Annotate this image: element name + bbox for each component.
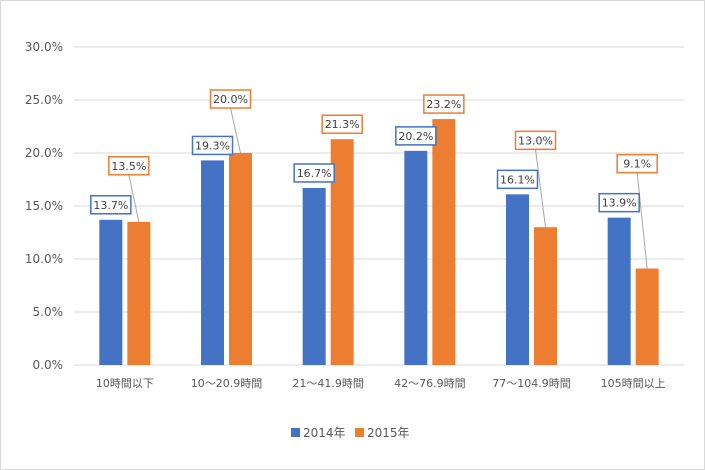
y-tick-label: 20.0% <box>25 146 63 160</box>
bar-2015 <box>635 268 659 365</box>
y-tick-label: 15.0% <box>25 199 63 213</box>
data-label-box <box>293 163 335 183</box>
x-category-label: 77〜104.9時間 <box>492 377 571 390</box>
data-label-box <box>90 195 132 215</box>
y-tick-label: 10.0% <box>25 252 63 266</box>
data-label: 13.9% <box>602 197 637 210</box>
bar-2014 <box>99 219 123 365</box>
label-connector <box>535 149 546 228</box>
x-category-label: 10〜20.9時間 <box>191 377 263 390</box>
data-label-box <box>321 114 363 134</box>
data-label: 21.3% <box>325 118 360 131</box>
data-label: 20.0% <box>213 93 248 106</box>
y-tick-label: 25.0% <box>25 93 63 107</box>
bar-2015 <box>229 153 252 365</box>
data-label: 19.3% <box>195 139 230 152</box>
data-label-box <box>191 135 234 156</box>
data-label: 23.2% <box>426 98 461 111</box>
bar-2014 <box>302 187 326 365</box>
data-label-box <box>616 153 658 174</box>
bars <box>99 119 659 365</box>
bar-2014 <box>506 194 529 365</box>
data-label-box <box>598 192 640 213</box>
bar-2014 <box>404 150 428 365</box>
bar-2014 <box>607 217 631 365</box>
data-label-box <box>395 126 437 146</box>
x-category-label: 105時間以上 <box>601 377 666 390</box>
x-category-label: 21〜41.9時間 <box>292 377 364 390</box>
data-label-box <box>423 94 465 114</box>
label-connector <box>230 107 241 154</box>
x-category-label: 42〜76.9時間 <box>394 377 466 390</box>
data-label-box <box>514 130 557 151</box>
label-connectors <box>128 107 648 269</box>
bar-2015 <box>127 221 151 365</box>
data-label: 20.2% <box>398 130 433 143</box>
data-label: 9.1% <box>623 158 651 171</box>
bar-2015 <box>534 227 557 365</box>
data-labels: 13.7% 13.5% 19.3% 20.0% 16.7% 21.3% 20.2% 23.2%… <box>90 89 658 215</box>
y-axis-ticks: 0.0% 5.0% 10.0% 15.0% 20.0% 25.0% 30.0% <box>25 40 63 372</box>
y-tick-label: 0.0% <box>33 358 64 372</box>
legend-swatch <box>355 428 364 437</box>
data-label: 13.7% <box>93 199 128 212</box>
data-label: 13.5% <box>111 160 146 173</box>
data-label-box <box>108 156 150 176</box>
bar-2015 <box>330 139 354 365</box>
data-label-box <box>209 89 252 109</box>
x-axis-categories: 10時間以下 10〜20.9時間 21〜41.9時間 42〜76.9時間 77〜104.… <box>96 377 666 390</box>
legend-label: 2015年 <box>367 426 410 440</box>
data-label: 13.0% <box>518 134 553 147</box>
y-tick-label: 30.0% <box>25 40 63 54</box>
data-label-box <box>496 169 539 190</box>
legend-swatch <box>291 428 300 437</box>
x-category-label: 10時間以下 <box>96 377 154 390</box>
label-connector <box>128 174 140 223</box>
legend-label: 2014年 <box>303 426 346 440</box>
bar-2015 <box>432 119 456 365</box>
label-connector <box>636 172 648 269</box>
y-tick-label: 5.0% <box>33 305 64 319</box>
data-label: 16.7% <box>297 167 332 180</box>
bar-2014 <box>201 160 224 365</box>
data-label: 16.1% <box>500 173 535 186</box>
gridlines <box>74 46 684 366</box>
legend: 2014年 2015年 <box>291 426 410 440</box>
